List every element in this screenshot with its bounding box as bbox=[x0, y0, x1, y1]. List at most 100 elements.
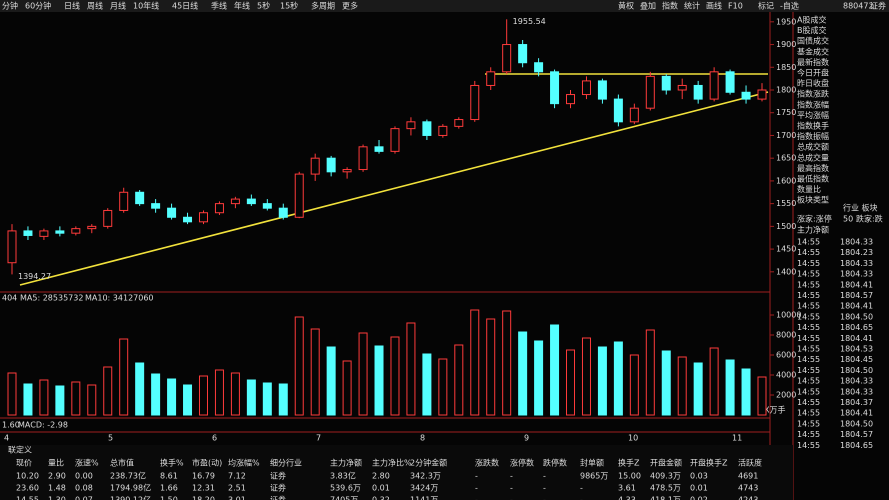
period-tab[interactable]: 季线 bbox=[211, 1, 227, 11]
tool-button[interactable]: 标记 bbox=[758, 1, 774, 11]
tool-button[interactable]: 统计 bbox=[684, 1, 700, 11]
table-header[interactable]: 2分钟金额 bbox=[410, 458, 447, 468]
table-cell: 4243 bbox=[738, 496, 758, 500]
tool-button[interactable]: -自选 bbox=[780, 1, 799, 11]
table-header[interactable]: 细分行业 bbox=[270, 458, 302, 468]
table-tab[interactable]: 联定义 bbox=[8, 445, 32, 455]
table-header[interactable]: 换手Z bbox=[618, 458, 640, 468]
table-header[interactable]: 涨停数 bbox=[510, 458, 534, 468]
period-tab[interactable]: 周线 bbox=[87, 1, 103, 11]
table-header[interactable]: 均涨幅% bbox=[228, 458, 260, 468]
volume-bar bbox=[534, 340, 544, 416]
volume-bar bbox=[406, 322, 416, 416]
volume-legend: MA5: 28535732 bbox=[20, 294, 83, 303]
volume-bar bbox=[677, 356, 687, 416]
table-header[interactable]: 现价 bbox=[16, 459, 32, 468]
volume-bar bbox=[645, 329, 655, 416]
period-tab[interactable]: 60分钟 bbox=[25, 1, 51, 11]
table-header[interactable]: 涨速% bbox=[75, 458, 99, 468]
period-tab[interactable]: 更多 bbox=[342, 1, 358, 11]
name: 证券 bbox=[870, 1, 886, 11]
trade-price: 1804.50 bbox=[840, 312, 873, 321]
volume-bar bbox=[486, 318, 496, 416]
trade-time: 14:55 bbox=[797, 387, 820, 396]
table-cell: 14.55 bbox=[16, 496, 39, 500]
volume-bar bbox=[294, 316, 304, 416]
table-header[interactable]: 市盈(动) bbox=[192, 458, 222, 468]
candle-body bbox=[406, 121, 416, 130]
table-cell: 418.1万 bbox=[650, 496, 681, 500]
period-tab[interactable]: 年线 bbox=[234, 1, 250, 11]
table-cell: 15.00 bbox=[618, 472, 641, 481]
trade-time: 14:55 bbox=[797, 312, 820, 321]
period-tab[interactable]: 月线 bbox=[110, 1, 126, 11]
table-cell: 证券 bbox=[270, 471, 286, 481]
table-cell: 证券 bbox=[270, 483, 286, 493]
volume-bar bbox=[550, 324, 560, 416]
table-cell: 1.30 bbox=[48, 496, 66, 500]
period-tab[interactable]: 日线 bbox=[64, 1, 80, 11]
candle-body bbox=[214, 203, 224, 214]
table-header[interactable]: 跌停数 bbox=[543, 458, 567, 468]
table-cell: - bbox=[543, 484, 546, 493]
candle-body bbox=[438, 125, 448, 136]
volume-bar bbox=[23, 383, 33, 416]
period-tab[interactable]: 45日线 bbox=[172, 1, 198, 11]
table-cell: - bbox=[543, 496, 546, 500]
table-cell: - bbox=[510, 472, 513, 481]
tool-button[interactable]: 指数 bbox=[662, 1, 678, 11]
volume-bar bbox=[725, 359, 735, 416]
tool-button[interactable]: 叠加 bbox=[640, 1, 656, 11]
period-tab[interactable]: 分钟 bbox=[2, 1, 18, 11]
volume-legend: 404 bbox=[2, 294, 17, 303]
trade-price: 1804.33 bbox=[840, 270, 873, 279]
volume-bar bbox=[597, 346, 607, 416]
volume-bar bbox=[167, 378, 177, 416]
candle-body bbox=[613, 98, 623, 123]
tool-button[interactable]: 黄权 bbox=[618, 1, 634, 11]
volume-bar bbox=[151, 373, 161, 416]
table-cell: 10.20 bbox=[16, 472, 39, 481]
table-header[interactable]: 总市值 bbox=[110, 458, 134, 468]
table-cell: - bbox=[543, 472, 546, 481]
y-tick-label: 2000 bbox=[776, 391, 796, 400]
table-header[interactable]: 开盘换手Z bbox=[690, 458, 728, 468]
volume-bar bbox=[135, 362, 145, 416]
candle-body bbox=[167, 207, 177, 218]
table-header[interactable]: 量比 bbox=[48, 458, 64, 468]
trade-time: 14:55 bbox=[797, 323, 820, 332]
candle-body bbox=[757, 89, 767, 100]
candle-body bbox=[550, 71, 560, 105]
volume-bar bbox=[55, 385, 65, 416]
table-cell: - bbox=[475, 484, 478, 493]
trade-price: 1804.65 bbox=[840, 323, 873, 332]
macd-value: MACD: -2.98 bbox=[18, 421, 68, 430]
period-tab[interactable]: 多周期 bbox=[311, 1, 335, 11]
table-header[interactable]: 封单额 bbox=[580, 458, 604, 468]
date-label: 7 bbox=[316, 434, 321, 443]
period-tab[interactable]: 10年线 bbox=[133, 1, 159, 11]
volume-bar bbox=[119, 338, 129, 416]
table-header[interactable]: 主力净比% bbox=[372, 458, 412, 468]
period-tab[interactable]: 5秒 bbox=[257, 1, 270, 11]
table-header[interactable]: 换手% bbox=[160, 458, 184, 468]
candle-body bbox=[103, 209, 113, 227]
table-cell: 4743 bbox=[738, 484, 758, 493]
table-cell: 8.61 bbox=[160, 472, 178, 481]
table-cell: 证券 bbox=[270, 495, 286, 500]
table-header[interactable]: 涨跌数 bbox=[475, 458, 499, 468]
volume-bar bbox=[422, 353, 432, 416]
period-tab[interactable]: 15秒 bbox=[280, 1, 298, 11]
table-cell: - bbox=[580, 484, 583, 493]
tool-button[interactable]: 画线 bbox=[706, 1, 722, 11]
candle-body bbox=[230, 198, 240, 205]
table-cell: 4.33 bbox=[618, 496, 636, 500]
table-header[interactable]: 主力净额 bbox=[330, 458, 362, 468]
tool-button[interactable]: F10 bbox=[728, 2, 743, 11]
table-header[interactable]: 活跃度 bbox=[738, 458, 762, 468]
table-cell: 238.73亿 bbox=[110, 471, 146, 481]
volume-bar bbox=[183, 384, 193, 416]
table-header[interactable]: 开盘金额 bbox=[650, 458, 682, 468]
